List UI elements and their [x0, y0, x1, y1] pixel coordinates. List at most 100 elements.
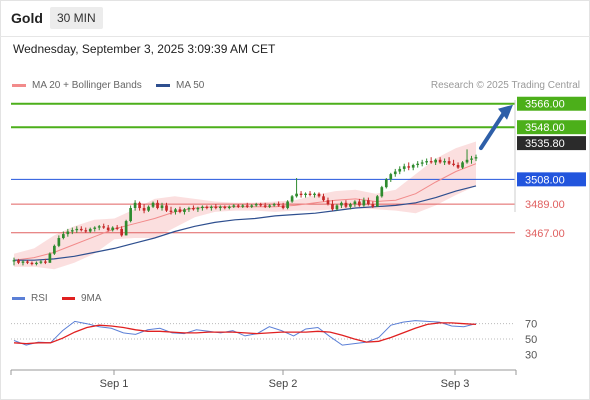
candle-body [452, 163, 455, 166]
projection-arrow-shaft [479, 110, 506, 151]
rsi-swatch [12, 296, 25, 300]
candle-body [187, 208, 191, 210]
candle-body [218, 206, 222, 209]
rsi-legend-label: RSI [31, 293, 48, 304]
rsi-line [13, 320, 477, 346]
candle-body [26, 261, 29, 263]
candle-body [169, 210, 173, 212]
candle-body [326, 200, 330, 205]
candle-body [142, 208, 146, 211]
candle-body [245, 205, 249, 207]
candle-body [380, 187, 384, 197]
rsi-ma-swatch [62, 296, 75, 300]
rsi-legend-item: RSI [12, 293, 48, 304]
bollinger-band [14, 141, 476, 270]
candle-body [371, 204, 375, 207]
candle-body [196, 208, 200, 210]
candle-body [290, 196, 294, 202]
candle-body [393, 171, 397, 175]
candle-body [75, 228, 79, 231]
candle-body [205, 206, 209, 209]
candle-body [53, 245, 56, 254]
candle-body [241, 205, 245, 207]
candle-body [375, 196, 379, 207]
candle-body [84, 230, 88, 232]
price-label-3535.80: 3535.80 [525, 138, 565, 150]
rsi-ma-legend-label: 9MA [81, 293, 102, 304]
candle-body [281, 205, 285, 209]
candle-body [465, 159, 469, 163]
rsi-tick-70: 70 [525, 319, 537, 331]
candle-body [111, 227, 115, 231]
candle-body [70, 230, 74, 232]
price-label-bg-3535.80 [517, 136, 586, 151]
candle-body [178, 209, 182, 212]
candle-body [416, 163, 420, 166]
candle-body [79, 228, 83, 231]
candle-body [317, 193, 321, 197]
rsi-ma-legend-item: 9MA [62, 293, 102, 304]
header-bar: Gold 30 MIN [0, 0, 590, 37]
candle-body [272, 204, 276, 206]
candle-body [461, 162, 464, 168]
candle-body [434, 159, 437, 163]
candle-body [286, 201, 289, 209]
time-tick-label: Sep 2 [269, 378, 298, 390]
candle-body [308, 193, 312, 195]
candle-body [263, 205, 267, 207]
candle-body [48, 253, 52, 263]
candle-body [214, 206, 218, 209]
candle-body [151, 202, 155, 207]
candle-body [129, 208, 132, 222]
projection-arrow-head [498, 104, 513, 120]
candle-body [384, 179, 388, 188]
candle-body [120, 228, 123, 236]
price-label-3566.00: 3566.00 [525, 99, 565, 111]
candle-body [353, 201, 357, 205]
candle-body [429, 161, 433, 163]
candle-body [174, 209, 177, 212]
price-label-3467.00: 3467.00 [525, 228, 565, 240]
candle-body [133, 202, 137, 209]
candle-body [223, 206, 227, 209]
candle-body [362, 200, 366, 206]
candle-body [138, 202, 141, 209]
candle-body [313, 193, 316, 195]
timeframe-badge[interactable]: 30 MIN [50, 7, 103, 29]
candle-body [474, 157, 478, 159]
legend-item-ma20: MA 20 + Bollinger Bands [12, 80, 142, 91]
candle-body [12, 260, 16, 262]
candle-body [227, 206, 231, 209]
candle-body [66, 231, 70, 235]
price-label-bg-3548.00 [517, 120, 586, 135]
candle-body [344, 202, 348, 207]
candle-body [124, 221, 128, 236]
candle-body [367, 200, 370, 205]
ma20-swatch [12, 83, 26, 87]
candle-body [102, 226, 106, 228]
candle-body [443, 161, 446, 163]
candle-body [93, 227, 97, 229]
candle-body [304, 193, 307, 195]
candle-body [425, 161, 429, 163]
candle-body [165, 205, 168, 211]
ma50-swatch [156, 83, 170, 87]
candle-body [402, 166, 406, 169]
candle-body [236, 205, 240, 207]
candle-body [147, 206, 150, 211]
candle-body [192, 208, 195, 210]
price-label-bg-3566.00 [517, 96, 586, 111]
candle-body [156, 202, 159, 209]
candle-body [183, 209, 186, 212]
instrument-title: Gold [11, 10, 43, 26]
candle-body [88, 228, 92, 232]
candle-body [322, 196, 325, 201]
candle-body [407, 166, 411, 168]
candle-body [232, 205, 236, 207]
ma20-line [13, 163, 477, 261]
candle-body [61, 234, 65, 239]
candle-body [210, 206, 213, 209]
candle-body [411, 165, 415, 168]
rsi-ma-line [13, 322, 477, 345]
